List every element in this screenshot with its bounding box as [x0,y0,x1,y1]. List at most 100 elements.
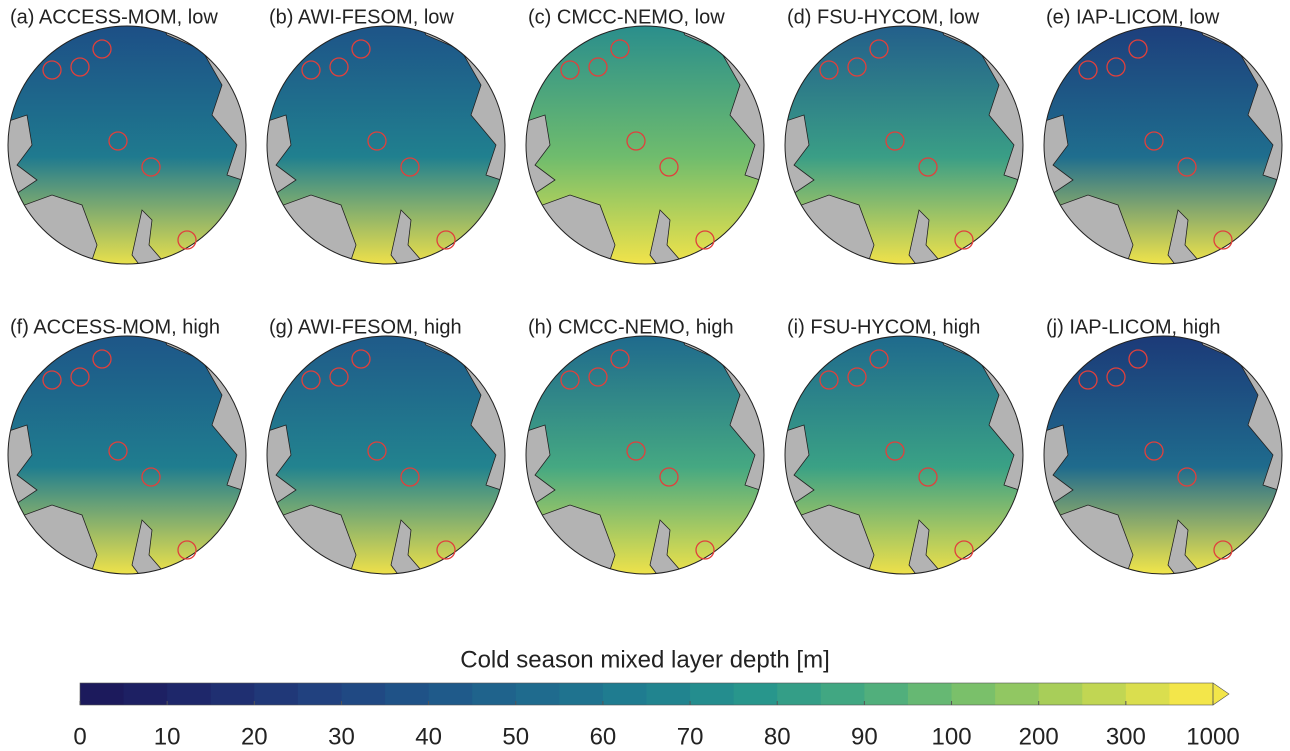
map-panel [526,26,764,264]
map-border [7,335,247,575]
colorbar-tick-label: 0 [73,723,86,750]
site-marker [1144,131,1164,151]
colorbar-segment [297,683,342,705]
site-marker [351,39,371,59]
colorbar-tick-label: 60 [590,723,617,750]
panel-title: (h) CMCC-NEMO, high [528,316,734,338]
land [1044,424,1074,511]
site-marker [695,540,715,560]
colorbar-segment [733,683,778,705]
site-marker [954,540,974,560]
land [267,504,357,574]
colorbar-segment [385,683,430,705]
map-border [784,25,1024,265]
site-marker [918,157,938,177]
colorbar-tick-label: 40 [415,723,442,750]
site-marker [918,467,938,487]
site-marker [560,370,580,390]
site-marker [177,540,197,560]
site-marker [1177,467,1197,487]
map-panel [8,336,246,574]
panel-title: (f) ACCESS-MOM, high [10,316,220,338]
map-panel [526,336,764,574]
site-marker [436,230,456,250]
colorbar-segment [690,683,735,705]
site-marker [400,157,420,177]
site-marker [1106,57,1126,77]
site-marker [1128,349,1148,369]
land [785,504,875,574]
colorbar-segment [559,683,604,705]
colorbar-segment [341,683,386,705]
site-marker [351,349,371,369]
land [785,424,815,511]
site-marker [177,230,197,250]
site-marker [885,441,905,461]
land [526,504,616,574]
site-marker [588,57,608,77]
panel-title: (g) AWI-FESOM, high [269,316,462,338]
colorbar-segment [167,683,212,705]
panel-title: (i) FSU-HYCOM, high [787,316,980,338]
site-marker [610,349,630,369]
colorbar-segment [995,683,1040,705]
map-border [266,25,506,265]
land [8,424,38,511]
colorbar-segment [1082,683,1127,705]
site-marker [141,467,161,487]
colorbar-tick-label: 300 [1106,723,1146,750]
colorbar-segment [123,683,168,705]
site-marker [819,370,839,390]
map-border [525,335,765,575]
site-marker [659,467,679,487]
map-border [784,335,1024,575]
map-panel [267,26,505,264]
colorbar-extend [1212,682,1230,706]
site-marker [695,230,715,250]
colorbar-tick-label: 70 [677,723,704,750]
panel-title: (d) FSU-HYCOM, low [787,6,980,28]
land [526,194,616,264]
site-marker [610,39,630,59]
site-marker [70,57,90,77]
site-marker [626,131,646,151]
colorbar-segment [951,683,996,705]
site-marker [819,60,839,80]
land [526,114,556,201]
colorbar-segment [1125,683,1170,705]
colorbar-segment [907,683,953,705]
colorbar-segment [1169,683,1214,705]
site-marker [301,370,321,390]
colorbar-tick-label: 30 [328,723,355,750]
site-marker [92,349,112,369]
panel-title: (j) IAP-LICOM, high [1046,316,1220,338]
site-marker [329,57,349,77]
map-border [266,335,506,575]
land [1044,194,1134,264]
site-marker [954,230,974,250]
panel-title: (a) ACCESS-MOM, low [10,6,218,28]
site-marker [1213,540,1233,560]
map-border [525,25,765,265]
land [1044,114,1074,201]
colorbar-segment [254,683,299,705]
map-panel [8,26,246,264]
land [267,194,357,264]
site-marker [847,57,867,77]
site-marker [367,131,387,151]
site-marker [588,367,608,387]
site-marker [869,349,889,369]
site-marker [108,441,128,461]
colorbar-segment [515,683,560,705]
land [8,114,38,201]
colorbar-tick-label: 20 [241,723,268,750]
colorbar-segment [80,683,125,705]
map-panel [785,26,1023,264]
colorbar-segment [428,683,473,705]
site-marker [869,39,889,59]
site-marker [301,60,321,80]
site-marker [1144,441,1164,461]
site-marker [329,367,349,387]
panel-title: (c) CMCC-NEMO, low [528,6,725,28]
